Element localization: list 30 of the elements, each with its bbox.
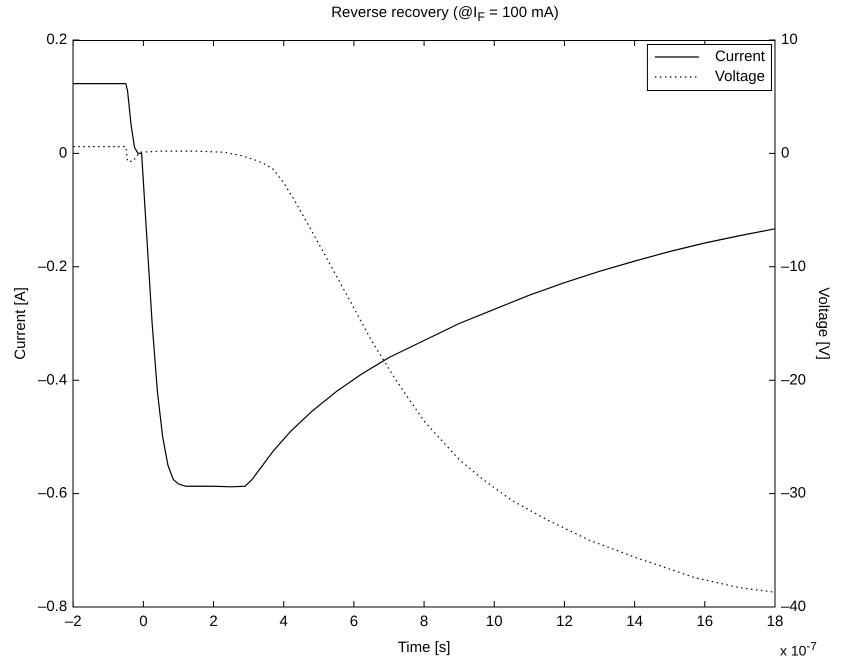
x-tick-label: –2 — [64, 613, 82, 630]
x-tick-label: 4 — [280, 613, 288, 630]
x-tick-label: 0 — [139, 613, 148, 630]
x-tick-label: 2 — [209, 613, 218, 630]
y-tick-label: 0.2 — [46, 31, 68, 48]
x-tick-label: 12 — [556, 613, 573, 630]
y2-axis-title: Voltage [V] — [814, 287, 832, 360]
x-tick-label: 10 — [486, 613, 503, 630]
x-tick-label: 16 — [696, 613, 714, 630]
x-tick-label: 18 — [766, 613, 784, 630]
y-tick-label: –0.4 — [38, 371, 68, 388]
text: x 10$^{-7}$ — [780, 640, 817, 659]
x-tick-label: 14 — [626, 613, 643, 630]
y-tick-label: –0.6 — [38, 484, 68, 502]
legend-label: Current — [714, 48, 766, 66]
y-tick-label: –0.2 — [38, 258, 68, 275]
y2-tick-label: –10 — [780, 258, 806, 275]
x-tick-label: 8 — [420, 613, 428, 630]
y2-tick-label: –40 — [780, 598, 806, 616]
x-axis-title: Time [s] — [398, 639, 450, 656]
y-axis-title: Current [A] — [12, 287, 30, 360]
legend-label: Voltage — [714, 68, 765, 86]
y2-tick-label: –30 — [780, 484, 806, 502]
chart-title: Reverse recovery (@I$_{F}$ = 100 mA) — [330, 4, 560, 24]
y-tick-label: 0 — [58, 144, 68, 162]
x-tick-label: 6 — [350, 613, 358, 630]
y-tick-label: –0.8 — [38, 598, 68, 616]
y2-tick-label: 0 — [780, 144, 790, 162]
y2-tick-label: –20 — [780, 371, 806, 388]
y2-tick-label: 10 — [780, 31, 798, 48]
